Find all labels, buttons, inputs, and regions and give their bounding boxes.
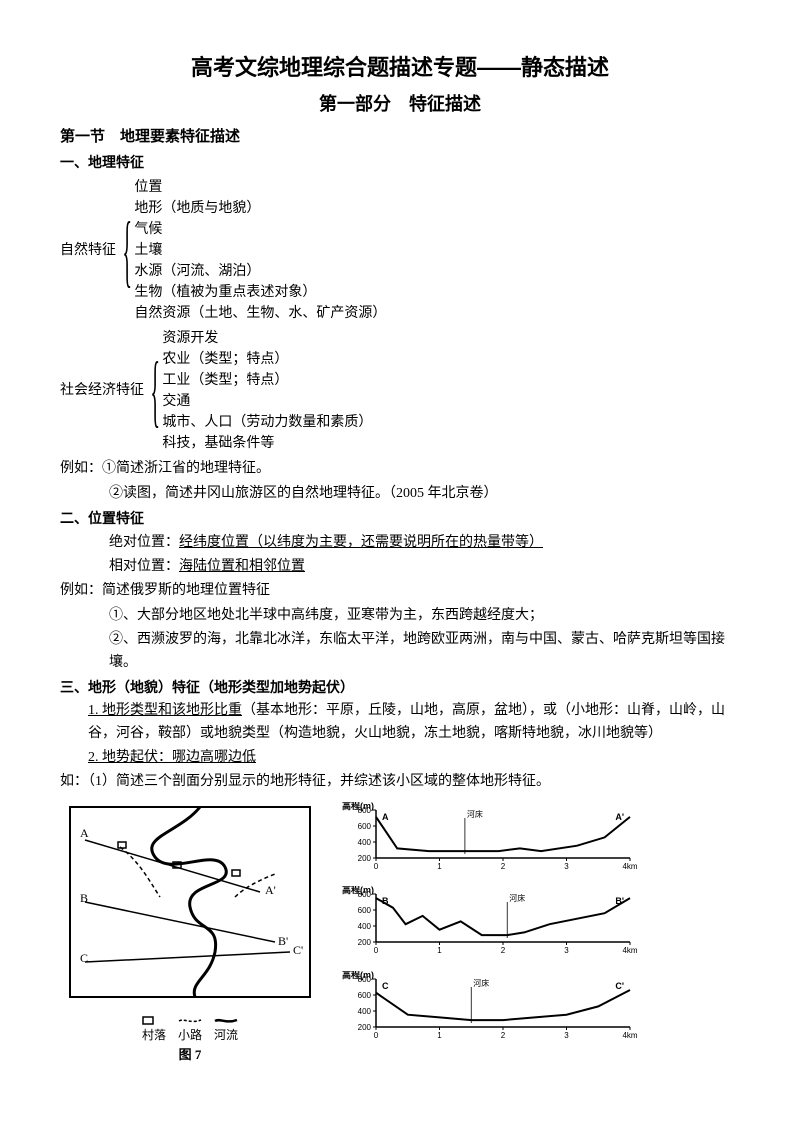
- example-1a: 例如：①简述浙江省的地理特征。: [60, 458, 740, 480]
- map-label-a: A: [80, 826, 89, 840]
- map-legend: 村落 小路 河流: [60, 1016, 320, 1045]
- svg-text:河床: 河床: [509, 893, 525, 903]
- soc-item: 科技，基础条件等: [162, 433, 372, 454]
- svg-text:200: 200: [358, 938, 372, 947]
- example-2b: ②、西濒波罗的海，北靠北冰洋，东临太平洋，地跨欧亚两洲，南与中国、蒙古、哈萨克斯…: [60, 629, 740, 674]
- svg-text:1: 1: [437, 946, 442, 955]
- svg-text:A': A': [615, 812, 624, 822]
- topo-2: 2. 地势起伏：哪边高哪边低: [60, 747, 740, 769]
- svg-text:B': B': [615, 896, 624, 906]
- svg-text:C: C: [382, 981, 389, 991]
- brace-icon: {: [150, 355, 160, 427]
- brace-icon: {: [122, 215, 132, 287]
- socio-features-group: 社会经济特征 { 资源开发 农业（类型；特点） 工业（类型；特点） 交通 城市、…: [60, 328, 740, 454]
- profile-charts: 高程(m) 20040060080001234km A A' 河床 高程(m) …: [340, 802, 640, 1049]
- svg-text:200: 200: [358, 854, 372, 863]
- svg-text:800: 800: [358, 975, 372, 984]
- example-3: 如：（1）简述三个剖面分别显示的地形特征，并综述该小区域的整体地形特征。: [60, 771, 740, 793]
- svg-text:河床: 河床: [473, 978, 489, 988]
- nat-item: 地形（地质与地貌）: [134, 198, 386, 219]
- loc-rel-pre: 相对位置：: [109, 559, 179, 574]
- svg-text:3: 3: [564, 946, 569, 955]
- loc-abs-underline: 经纬度位置（以纬度为主要，还需要说明所在的热量带等）: [179, 535, 543, 550]
- natural-features-group: 自然特征 { 位置 地形（地质与地貌） 气候 土壤 水源（河流、湖泊） 生物（植…: [60, 177, 740, 324]
- svg-text:河床: 河床: [467, 809, 483, 819]
- nat-item: 位置: [134, 177, 386, 198]
- nat-item: 生物（植被为重点表述对象）: [134, 282, 386, 303]
- svg-text:400: 400: [358, 1007, 372, 1016]
- svg-text:600: 600: [358, 906, 372, 915]
- svg-text:2: 2: [501, 946, 506, 955]
- doc-title: 高考文综地理综合题描述专题——静态描述: [60, 50, 740, 85]
- map-label-ap: A': [265, 883, 276, 897]
- example-1b: ②读图，简述井冈山旅游区的自然地理特征。（2005 年北京卷）: [60, 483, 740, 505]
- loc-abs-pre: 绝对位置：: [109, 535, 179, 550]
- svg-text:4km: 4km: [622, 946, 637, 955]
- part-title: 第一部分 特征描述: [60, 90, 740, 119]
- topo1-underline: 1. 地形类型和该地形比重: [88, 703, 242, 718]
- svg-text:3: 3: [564, 1031, 569, 1040]
- heading-geo: 一、地理特征: [60, 151, 740, 173]
- svg-text:0: 0: [374, 1031, 379, 1040]
- map-label-bp: B': [278, 934, 288, 948]
- map-figure: A A' B B' C C' 村落 小路 河流 图 7: [60, 802, 320, 1066]
- svg-text:B: B: [382, 896, 389, 906]
- map-label-cp: C': [293, 943, 303, 957]
- nat-item: 自然资源（土地、生物、水、矿产资源）: [134, 303, 386, 324]
- svg-text:800: 800: [358, 890, 372, 899]
- figure-caption: 图 7: [60, 1045, 320, 1066]
- svg-text:600: 600: [358, 991, 372, 1000]
- svg-text:C': C': [615, 981, 624, 991]
- nat-item: 水源（河流、湖泊）: [134, 261, 386, 282]
- svg-text:600: 600: [358, 822, 372, 831]
- profile-chart: 高程(m) 20040060080001234km A A' 河床: [340, 802, 640, 872]
- soc-item: 农业（类型；特点）: [162, 349, 372, 370]
- soc-item: 交通: [162, 391, 372, 412]
- svg-text:2: 2: [501, 862, 506, 871]
- svg-text:4km: 4km: [622, 1031, 637, 1040]
- heading-topo: 三、地形（地貌）特征（地形类型加地势起伏）: [60, 676, 740, 698]
- svg-text:0: 0: [374, 862, 379, 871]
- profile-chart: 高程(m) 20040060080001234km C C' 河床: [340, 971, 640, 1041]
- svg-text:3: 3: [564, 862, 569, 871]
- heading-loc: 二、位置特征: [60, 507, 740, 529]
- svg-text:2: 2: [501, 1031, 506, 1040]
- example-2a: ①、大部分地区地处北半球中高纬度，亚寒带为主，东西跨越经度大；: [60, 605, 740, 627]
- nat-item: 土壤: [134, 240, 386, 261]
- soc-item: 城市、人口（劳动力数量和素质）: [162, 412, 372, 433]
- svg-text:0: 0: [374, 946, 379, 955]
- soc-item: 资源开发: [162, 328, 372, 349]
- soc-item: 工业（类型；特点）: [162, 370, 372, 391]
- svg-text:200: 200: [358, 1023, 372, 1032]
- svg-text:800: 800: [358, 806, 372, 815]
- map-label-b: B: [80, 891, 88, 905]
- legend-village: 村落: [142, 1016, 166, 1045]
- loc-absolute: 绝对位置：经纬度位置（以纬度为主要，还需要说明所在的热量带等）: [60, 532, 740, 554]
- svg-text:4km: 4km: [622, 862, 637, 871]
- socio-label: 社会经济特征: [60, 380, 148, 402]
- loc-relative: 相对位置：海陆位置和相邻位置: [60, 556, 740, 578]
- example-2: 例如：简述俄罗斯的地理位置特征: [60, 580, 740, 602]
- figure-row: A A' B B' C C' 村落 小路 河流 图 7 高程(m) 200400…: [60, 802, 740, 1066]
- legend-path: 小路: [178, 1016, 202, 1045]
- topo-1: 1. 地形类型和该地形比重（基本地形：平原，丘陵，山地，高原，盆地），或（小地形…: [60, 700, 740, 745]
- svg-text:1: 1: [437, 862, 442, 871]
- svg-text:400: 400: [358, 922, 372, 931]
- profile-chart: 高程(m) 20040060080001234km B B' 河床: [340, 886, 640, 956]
- natural-label: 自然特征: [60, 240, 120, 262]
- svg-text:1: 1: [437, 1031, 442, 1040]
- section-1: 第一节 地理要素特征描述: [60, 125, 740, 149]
- legend-river: 河流: [214, 1016, 238, 1045]
- map-label-c: C: [80, 951, 88, 965]
- nat-item: 气候: [134, 219, 386, 240]
- svg-text:A: A: [382, 812, 389, 822]
- loc-rel-underline: 海陆位置和相邻位置: [179, 559, 305, 574]
- svg-text:400: 400: [358, 838, 372, 847]
